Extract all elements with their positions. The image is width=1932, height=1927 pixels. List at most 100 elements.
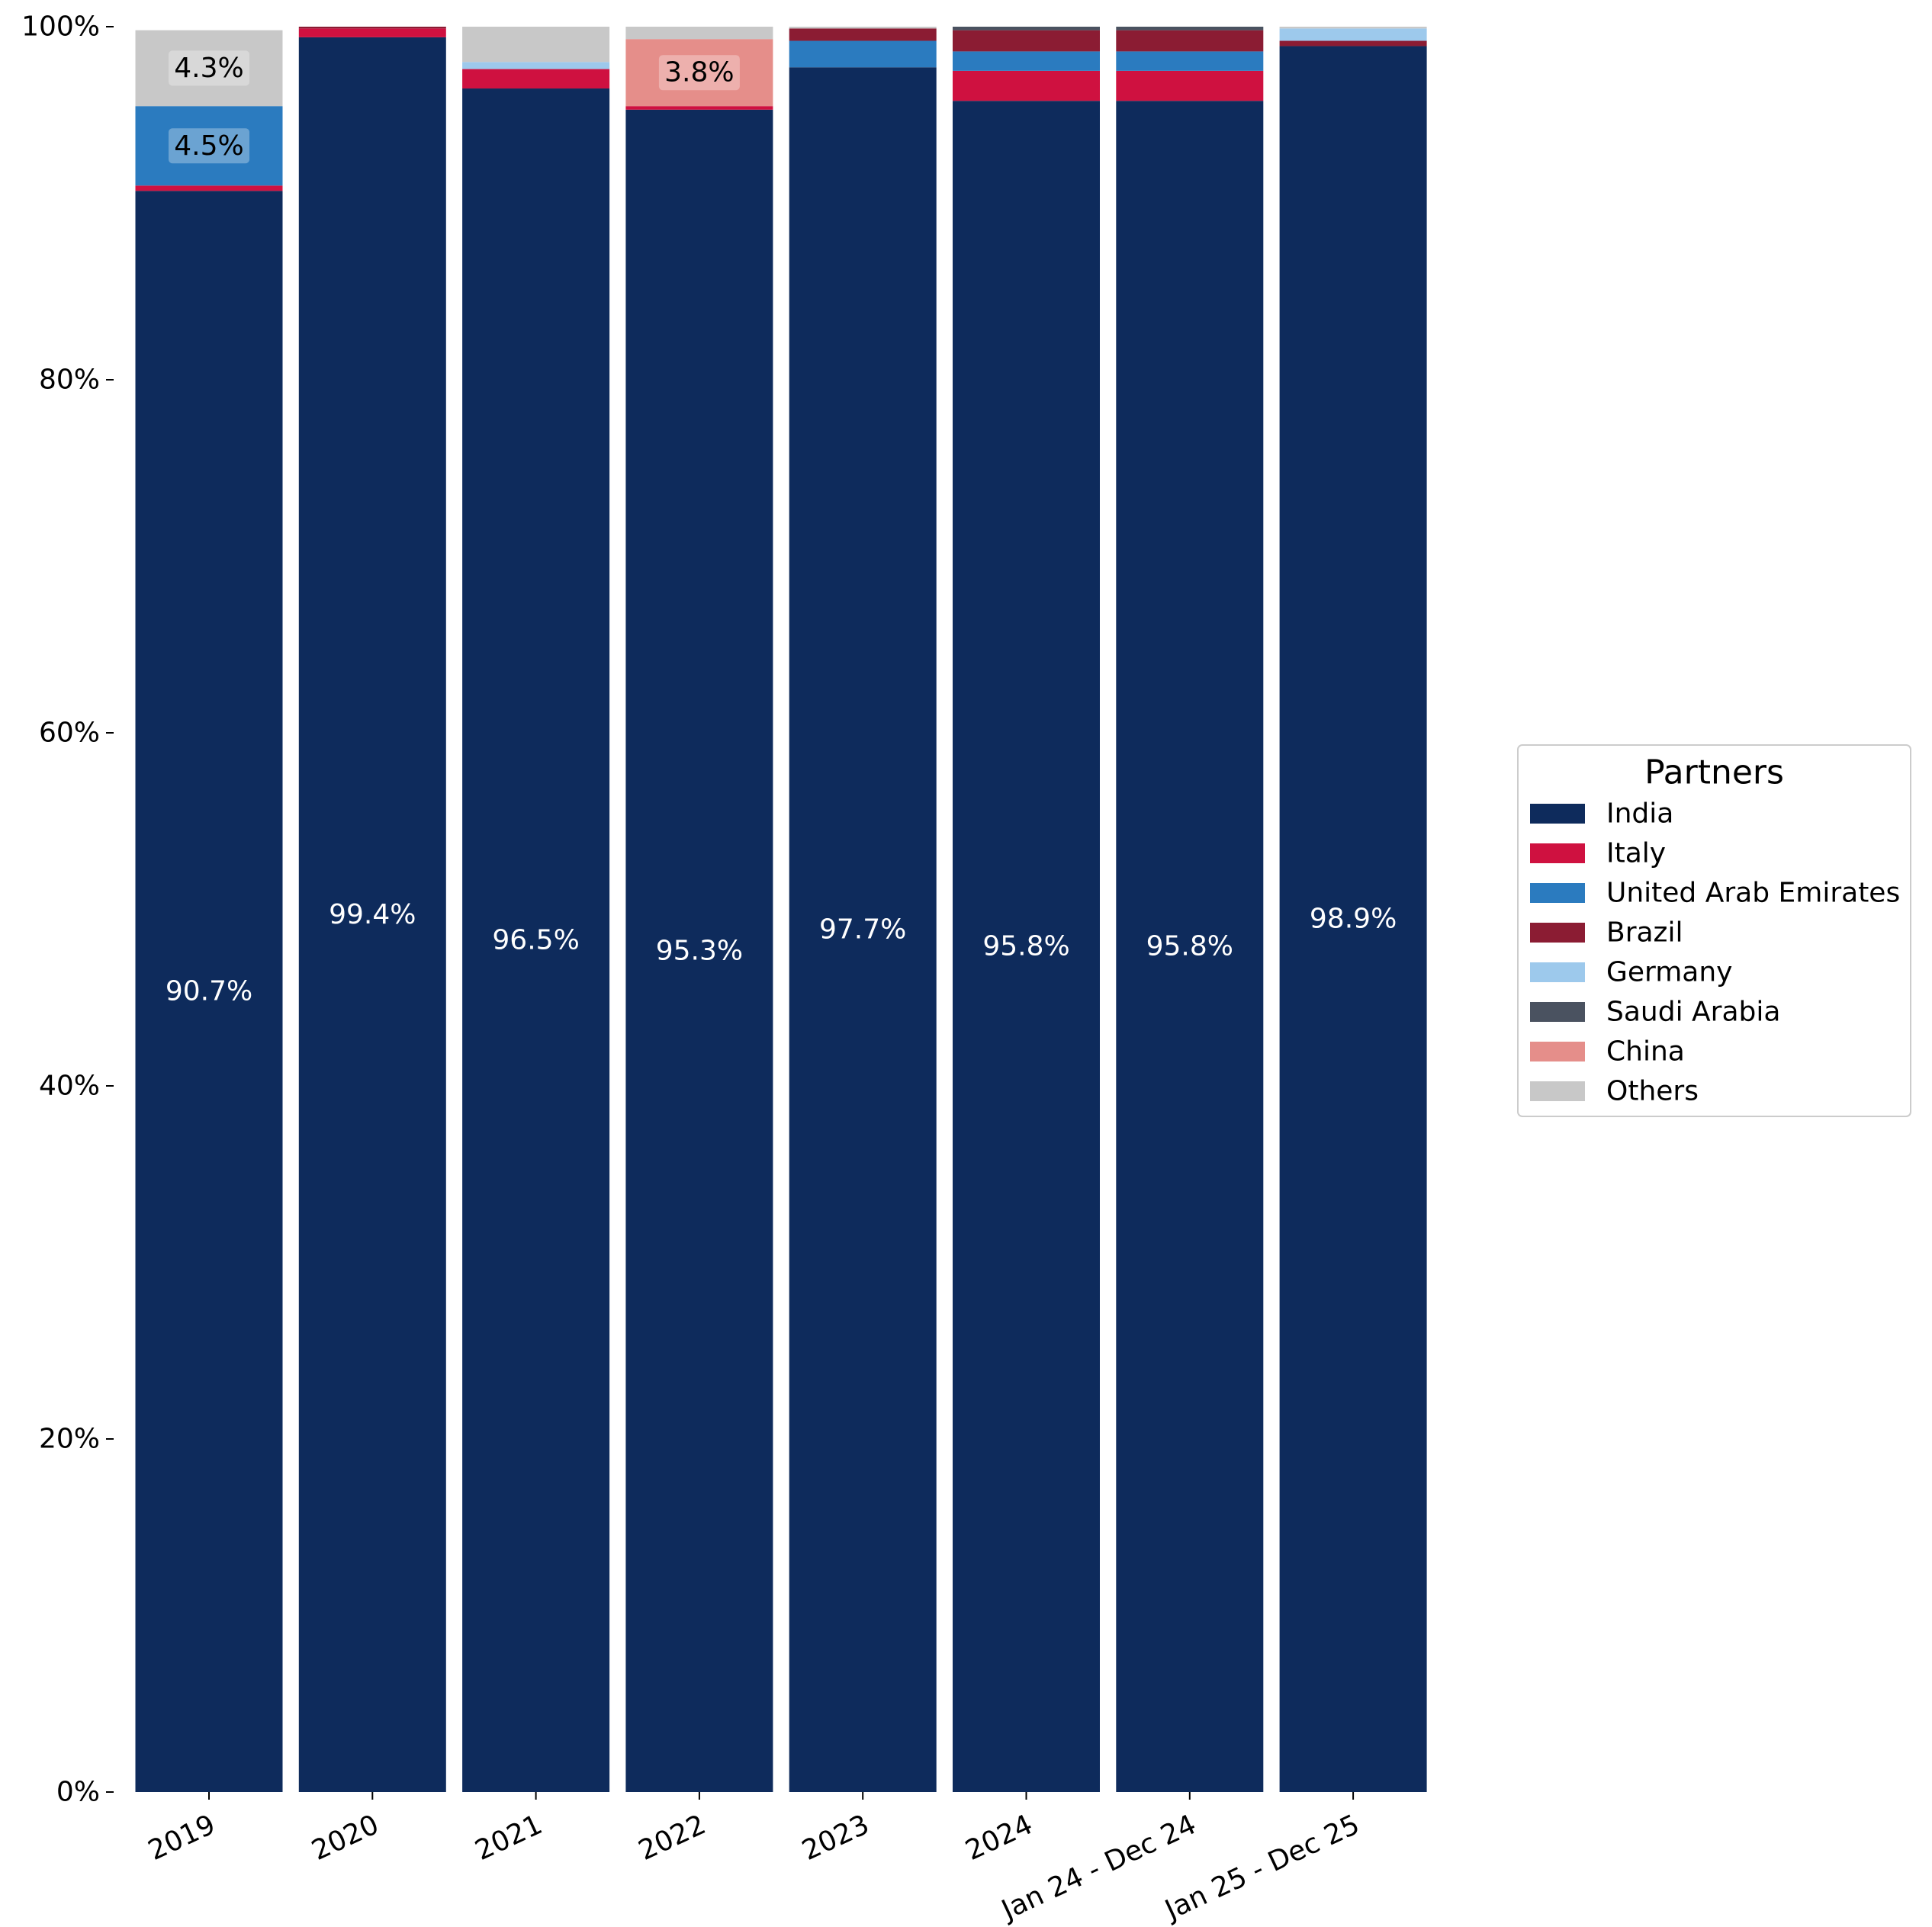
bar-segment-others-2021 <box>462 27 610 63</box>
legend-label: United Arab Emirates <box>1606 878 1900 909</box>
bar-segment-italy-2020 <box>298 28 446 37</box>
legend-item-germany: Germany <box>1530 957 1732 988</box>
bar-segment-others-2022 <box>625 27 773 40</box>
data-label-text: 95.8% <box>1146 931 1233 962</box>
data-label-india-2021: 96.5% <box>492 925 579 956</box>
legend-swatch <box>1530 804 1585 824</box>
legend-label: India <box>1606 798 1673 830</box>
bar-segment-others-2019 <box>135 30 283 107</box>
data-label-china-2022: 3.8% <box>658 55 740 91</box>
data-label-text: 3.8% <box>664 57 734 88</box>
data-label-others-2019: 4.3% <box>169 50 249 86</box>
bar-segment-india-jan-24-dec-24 <box>1116 101 1264 1793</box>
legend-item-united-arab-emirates: United Arab Emirates <box>1530 878 1900 909</box>
legend-item-china: China <box>1530 1036 1685 1068</box>
x-tick-label-2024: 2024 <box>961 1809 1037 1867</box>
data-label-text: 97.7% <box>819 914 906 946</box>
bar-segment-brazil-jan-24-dec-24 <box>1116 30 1264 52</box>
bar-segment-germany-jan-25-dec-25 <box>1279 28 1427 41</box>
data-label-text: 4.3% <box>174 53 243 84</box>
y-tick-label: 60% <box>39 718 100 749</box>
bar-segment-china-2022 <box>625 39 773 107</box>
data-label-box <box>169 50 249 86</box>
data-label-text: 95.3% <box>656 935 743 966</box>
legend-item-saudi-arabia: Saudi Arabia <box>1530 997 1780 1028</box>
data-label-india-2019: 90.7% <box>166 976 252 1007</box>
bar-segment-united-arab-emirates-2024 <box>953 51 1100 71</box>
bar-segment-india-2019 <box>135 191 283 1792</box>
bar-segment-india-2023 <box>789 67 937 1793</box>
legend-item-brazil: Brazil <box>1530 917 1683 949</box>
legend-frame <box>1517 744 1911 1117</box>
bar-segment-india-2022 <box>625 109 773 1792</box>
legend-swatch <box>1530 962 1585 982</box>
bar-segment-united-arab-emirates-jan-24-dec-24 <box>1116 51 1264 71</box>
x-tick-label-2020: 2020 <box>307 1809 384 1867</box>
y-tick-label: 80% <box>39 365 100 396</box>
legend-swatch <box>1530 1081 1585 1101</box>
legend-swatch <box>1530 883 1585 903</box>
bar-segment-india-2021 <box>462 88 610 1792</box>
data-label-india-2023: 97.7% <box>819 914 906 946</box>
y-tick-label: 100% <box>21 11 100 43</box>
bar-segment-brazil-jan-25-dec-25 <box>1279 40 1427 47</box>
data-labels-layer: 90.7% 99.4% 96.5% 95.3% 97.7% 95.8% 95.8% 98.9%… <box>166 50 1397 1007</box>
legend-label: Others <box>1606 1076 1699 1107</box>
data-label-india-jan-25-dec-25: 98.9% <box>1310 904 1397 935</box>
legend-label: Germany <box>1606 957 1732 988</box>
legend-label: Italy <box>1606 838 1666 869</box>
data-label-text: 95.8% <box>982 931 1069 962</box>
legend-label: China <box>1606 1036 1685 1068</box>
bar-segment-brazil-2024 <box>953 30 1100 52</box>
bar-segment-india-2024 <box>953 101 1100 1793</box>
y-axis: 0% 20% 40% 60% 80% 100% <box>21 11 114 1808</box>
y-tick-label: 40% <box>39 1071 100 1102</box>
data-label-india-jan-24-dec-24: 95.8% <box>1146 931 1233 962</box>
legend-title: Partners <box>1644 753 1784 792</box>
legend-item-italy: Italy <box>1530 838 1666 869</box>
bar-segment-italy-2021 <box>462 69 610 89</box>
bar-segment-italy-2024 <box>953 70 1100 101</box>
data-label-box <box>658 55 740 91</box>
legend-swatch <box>1530 923 1585 943</box>
legend: Partners India Italy United Arab Emirates Br… <box>1517 744 1911 1117</box>
bar-segment-brazil-2023 <box>789 28 937 41</box>
y-tick-label: 20% <box>39 1424 100 1455</box>
x-tick-label-2021: 2021 <box>471 1809 547 1867</box>
data-label-text: 99.4% <box>329 899 416 930</box>
bars-layer <box>135 27 1427 1793</box>
legend-item-others: Others <box>1530 1076 1699 1107</box>
x-tick-label-2023: 2023 <box>797 1809 873 1867</box>
data-label-text: 98.9% <box>1310 904 1397 935</box>
y-tick-label: 0% <box>56 1777 100 1808</box>
legend-swatch <box>1530 1042 1585 1061</box>
bar-segment-brazil-2020 <box>298 27 446 29</box>
data-label-india-2020: 99.4% <box>329 899 416 930</box>
legend-swatch <box>1530 1002 1585 1022</box>
legend-swatch <box>1530 843 1585 863</box>
data-label-box <box>169 128 249 164</box>
x-tick-label-2019: 2019 <box>143 1809 220 1867</box>
legend-label: Brazil <box>1606 917 1683 949</box>
data-label-india-2022: 95.3% <box>656 935 743 966</box>
legend-label: Saudi Arabia <box>1606 997 1780 1028</box>
bar-segment-germany-2021 <box>462 62 610 69</box>
data-label-text: 96.5% <box>492 925 579 956</box>
bar-segment-italy-2022 <box>625 106 773 110</box>
bar-segment-saudi-arabia-2024 <box>953 27 1100 31</box>
data-label-text: 90.7% <box>166 976 252 1007</box>
bar-segment-united-arab-emirates-2023 <box>789 40 937 68</box>
data-label-text: 4.5% <box>174 130 243 162</box>
bar-segment-india-jan-25-dec-25 <box>1279 46 1427 1793</box>
bar-segment-united-arab-emirates-2019 <box>135 106 283 186</box>
bar-segment-india-2020 <box>298 37 446 1793</box>
bar-segment-others-jan-25-dec-25 <box>1279 27 1427 29</box>
bar-segment-italy-2019 <box>135 185 283 191</box>
data-label-united-arab-emirates-2019: 4.5% <box>169 128 249 164</box>
data-label-india-2024: 95.8% <box>982 931 1069 962</box>
legend-item-india: India <box>1530 798 1673 830</box>
bar-segment-saudi-arabia-jan-24-dec-24 <box>1116 27 1264 31</box>
bar-segment-others-2023 <box>789 27 937 29</box>
